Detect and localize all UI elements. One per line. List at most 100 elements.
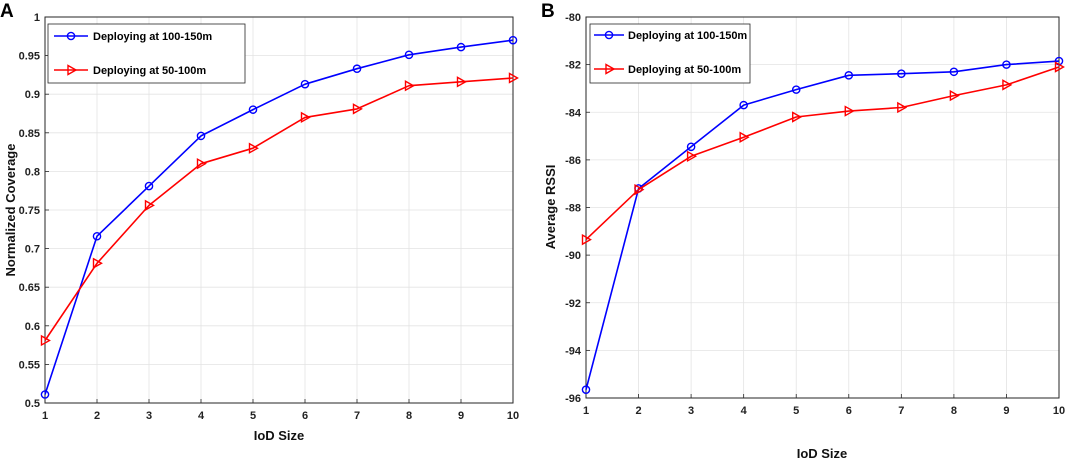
y-tick-label: 0.6	[25, 321, 40, 333]
ticks-a: 1 2 3 4 5 6 7 8 9 10 0.5 0.55 0.6 0.65 0.7 0.75 0.8 0.85 0…	[19, 12, 520, 422]
x-tick-label: 2	[94, 410, 100, 422]
y-tick-label: -84	[565, 107, 582, 119]
data-point-red-a	[248, 142, 259, 154]
plot-frame-b	[585, 16, 1060, 399]
x-tick-label: 4	[198, 410, 205, 422]
data-point-red-b	[686, 150, 698, 163]
y-tick-label: -96	[565, 393, 581, 405]
y-tick-label: -92	[565, 298, 581, 310]
y-tick-label: 0.9	[25, 89, 40, 101]
data-point-blue-b	[686, 142, 696, 152]
series-line-blue-a	[44, 39, 514, 395]
x-tick-label: 9	[1003, 405, 1009, 417]
x-tick-label: 1	[42, 410, 48, 422]
y-axis-title-b: Average RSSI	[543, 165, 558, 250]
legend-marker-blue-b	[604, 30, 614, 40]
y-tick-label: 0.65	[19, 282, 40, 294]
data-point-blue-b	[739, 100, 748, 110]
data-point-red-a	[196, 157, 207, 170]
y-tick-label: -82	[565, 60, 581, 72]
data-point-red-b	[949, 89, 960, 102]
legend-b: Deploying at 100-150m Deploying at 50-10…	[589, 23, 751, 84]
x-tick-label: 3	[146, 410, 152, 422]
data-point-red-b	[581, 233, 592, 246]
legend-box-a	[47, 23, 246, 84]
data-point-red-a	[404, 80, 415, 92]
data-point-blue-a	[40, 390, 50, 399]
y-tick-label: 0.55	[19, 359, 40, 371]
x-axis-title-a: IoD Size	[254, 428, 305, 443]
data-point-blue-b	[1002, 60, 1011, 69]
legend-marker-red-b	[605, 63, 616, 75]
data-point-blue-b	[581, 385, 591, 394]
data-point-blue-b	[844, 71, 854, 80]
data-point-blue-a	[144, 181, 154, 191]
series-a	[40, 35, 519, 399]
y-tick-label: -86	[565, 155, 581, 167]
data-point-red-b	[634, 183, 645, 196]
legend-label-red-b: Deploying at 50-100m	[628, 64, 741, 76]
x-tick-label: 6	[302, 410, 308, 422]
data-point-blue-b	[897, 69, 906, 78]
y-tick-label: -88	[565, 203, 581, 215]
y-tick-label: 0.95	[19, 51, 40, 63]
x-tick-label: 7	[898, 405, 904, 417]
y-tick-label: -80	[565, 12, 581, 24]
x-tick-label: 5	[250, 410, 256, 422]
ticks-b: 1 2 3 4 5 6 7 8 9 10 -96 -94 -92 -90 -88 -86 -84 -82 -80	[565, 12, 1065, 417]
data-point-red-b	[844, 105, 855, 117]
data-point-red-a	[144, 199, 155, 212]
x-tick-label: 8	[406, 410, 412, 422]
data-point-blue-a	[196, 131, 206, 141]
data-point-blue-b	[949, 67, 959, 77]
y-tick-label: 0.7	[25, 244, 40, 256]
series-line-red-a	[44, 77, 514, 341]
data-point-red-b	[1054, 61, 1065, 73]
data-point-red-a	[40, 334, 51, 347]
data-point-blue-a	[92, 231, 102, 241]
data-point-blue-a	[404, 50, 414, 60]
x-tick-label: 7	[354, 410, 360, 422]
x-tick-label: 4	[741, 405, 748, 417]
y-tick-label: -94	[565, 345, 582, 357]
plot-frame-a	[44, 16, 514, 404]
legend-label-red-a: Deploying at 50-100m	[93, 65, 206, 77]
data-point-red-a	[508, 72, 519, 84]
data-point-red-b	[792, 111, 803, 123]
data-point-blue-a	[456, 42, 466, 52]
data-point-red-a	[456, 76, 467, 88]
y-tick-label: 0.75	[19, 205, 40, 217]
data-point-blue-a	[352, 64, 362, 74]
x-tick-label: 10	[1053, 405, 1065, 417]
chart-panel-b: B 1 2 3 4 5 6 7 8 9 10 -96 -94 -92 -90 -88 -86 -84 -82 -80…	[541, 1, 1065, 461]
x-tick-label: 2	[635, 405, 641, 417]
x-tick-label: 8	[951, 405, 957, 417]
data-point-red-a	[352, 103, 363, 115]
data-point-red-b	[739, 131, 750, 143]
data-point-blue-a	[248, 105, 258, 114]
data-point-red-a	[92, 257, 103, 269]
x-tick-label: 3	[688, 405, 694, 417]
data-point-blue-a	[300, 79, 310, 89]
x-tick-label: 1	[583, 405, 589, 417]
data-point-blue-a	[508, 35, 518, 45]
legend-label-blue-a: Deploying at 100-150m	[93, 31, 212, 43]
legend-label-blue-b: Deploying at 100-150m	[628, 30, 747, 42]
y-tick-label: 1	[34, 12, 40, 24]
legend-marker-red-a	[67, 64, 78, 76]
x-axis-title-b: IoD Size	[797, 446, 848, 461]
data-point-blue-b	[791, 85, 801, 94]
x-tick-label: 5	[793, 405, 799, 417]
series-b	[581, 56, 1065, 394]
y-tick-label: 0.85	[19, 128, 40, 140]
panel-label-a: A	[0, 1, 14, 22]
y-tick-label: -90	[565, 250, 581, 262]
legend-marker-blue-a	[66, 31, 76, 41]
y-axis-title-a: Normalized Coverage	[3, 144, 18, 277]
data-point-red-b	[1002, 79, 1013, 91]
x-tick-label: 10	[507, 410, 519, 422]
data-point-red-a	[300, 111, 311, 124]
x-tick-label: 9	[458, 410, 464, 422]
data-point-red-b	[897, 101, 908, 114]
